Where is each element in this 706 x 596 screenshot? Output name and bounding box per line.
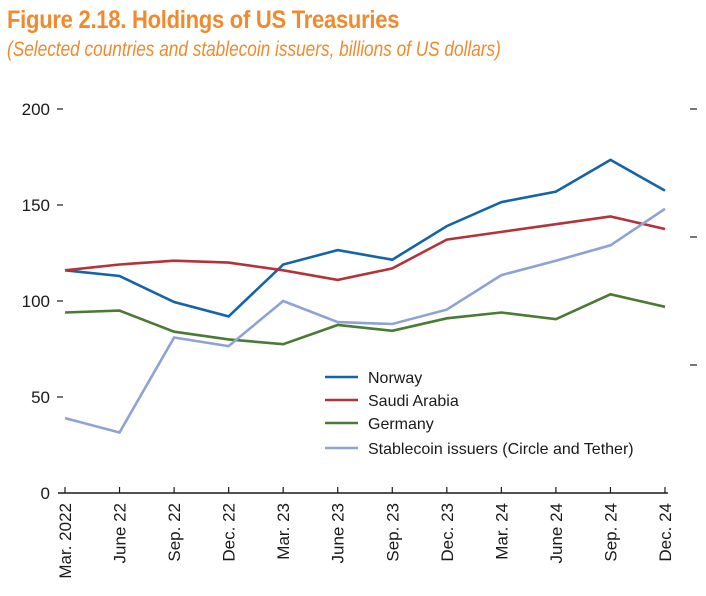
x-tick-label: June 23 <box>329 503 348 564</box>
legend-label: Saudi Arabia <box>368 393 459 410</box>
x-tick-label: Dec. 23 <box>438 503 457 562</box>
x-tick-label: June 24 <box>547 503 566 564</box>
x-tick-label: Mar. 24 <box>492 503 511 560</box>
series-line-germany <box>64 292 666 346</box>
y-tick-label: 150 <box>22 196 50 215</box>
legend-label: Norway <box>368 370 422 387</box>
series-line-norway <box>64 158 666 318</box>
series-line-stablecoin-issuers-circle-and-tether <box>64 207 666 435</box>
chart-title: Figure 2.18. Holdings of US Treasuries <box>7 6 400 34</box>
x-tick-label: Sep. 23 <box>383 503 402 562</box>
y-tick-label: 100 <box>22 292 50 311</box>
y-tick-label: 50 <box>31 388 50 407</box>
series-line-saudi-arabia <box>64 215 666 282</box>
legend: Norway Saudi Arabia Germany Stablecoin issu… <box>325 370 634 458</box>
x-tick-label: Dec. 24 <box>656 503 675 562</box>
x-tick-label: Sep. 22 <box>165 503 184 562</box>
series-lines <box>64 158 666 435</box>
chart-subtitle: (Selected countries and stablecoin issue… <box>7 38 501 61</box>
axes: 0 50 100 150 200 Mar. 2022 June 22 Sep. 22 Dec. … <box>22 100 697 579</box>
x-tick-label: Dec. 22 <box>220 503 239 562</box>
y-tick-label: 0 <box>41 484 50 503</box>
legend-label: Germany <box>368 416 434 433</box>
x-tick-label: Sep. 24 <box>601 503 620 562</box>
x-tick-label: Mar. 23 <box>274 503 293 560</box>
x-tick-label: Mar. 2022 <box>56 503 75 579</box>
x-tick-label: June 22 <box>111 503 130 564</box>
y-tick-label: 200 <box>22 100 50 119</box>
legend-label: Stablecoin issuers (Circle and Tether) <box>368 441 634 458</box>
